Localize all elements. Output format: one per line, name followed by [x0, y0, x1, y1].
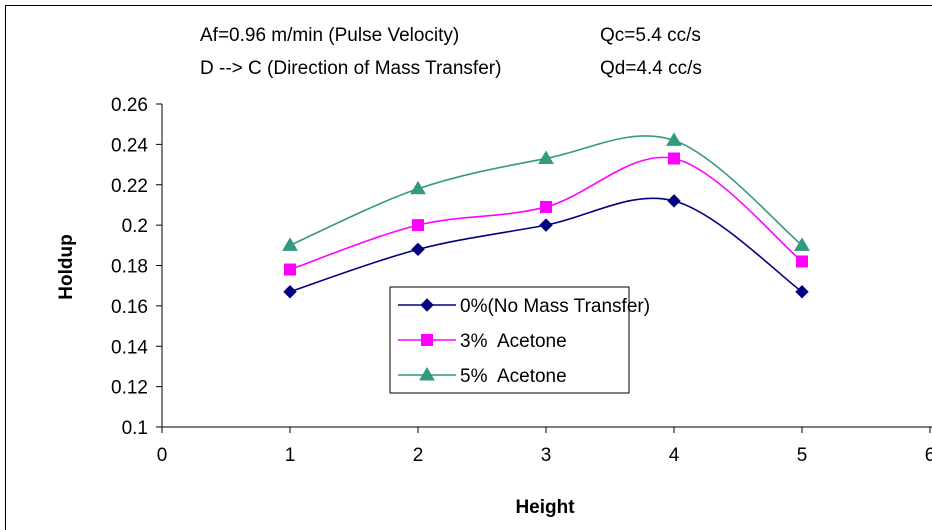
- y-tick-label: 0.26: [111, 95, 148, 116]
- x-axis-title: Height: [515, 497, 575, 518]
- legend-marker: [419, 367, 435, 381]
- data-point: [539, 218, 553, 232]
- data-point: [284, 263, 296, 276]
- legend-label: 0%(No Mass Transfer): [460, 296, 650, 317]
- y-tick-label: 0.2: [122, 216, 148, 237]
- annotation-direction: D --> C (Direction of Mass Transfer): [200, 58, 501, 79]
- x-tick-label: 5: [797, 445, 808, 466]
- data-point: [538, 150, 554, 165]
- data-point: [411, 242, 425, 257]
- data-point: [282, 237, 298, 251]
- y-tick-label: 0.1: [122, 418, 148, 439]
- data-point: [667, 194, 681, 208]
- y-tick-label: 0.22: [111, 176, 148, 197]
- series-2: [282, 132, 810, 251]
- data-point: [796, 255, 808, 268]
- data-point: [795, 285, 809, 299]
- y-tick-label: 0.24: [111, 135, 148, 156]
- y-tick-label: 0.16: [111, 297, 148, 318]
- legend-item: 3% Acetone: [398, 331, 567, 352]
- y-axis-ticks: 0.1 0.12 0.14 0.16 0.18 0.2 0.22 0.24 0.26: [111, 95, 162, 439]
- series-1: [284, 152, 808, 276]
- x-tick-label: 4: [669, 445, 680, 466]
- legend-items: 0%(No Mass Transfer) 3% Acetone 5% Acetone: [398, 296, 650, 387]
- series-0: [283, 194, 809, 299]
- x-tick-label: 2: [413, 445, 424, 466]
- series-layer: [282, 132, 810, 299]
- y-tick-label: 0.18: [111, 257, 148, 278]
- x-tick-label: 1: [285, 445, 296, 466]
- y-tick-label: 0.12: [111, 378, 148, 399]
- data-point: [412, 219, 424, 232]
- x-tick-label: 6: [925, 445, 932, 466]
- legend-item: 0%(No Mass Transfer): [398, 296, 650, 317]
- data-point: [410, 180, 426, 195]
- annotation-qc: Qc=5.4 cc/s: [600, 25, 701, 46]
- legend-label: 5% Acetone: [460, 366, 567, 387]
- y-axis-title: Holdup: [56, 234, 77, 299]
- legend-marker: [421, 334, 433, 346]
- x-axis-ticks: 0 1 2 3 4 5 6: [157, 427, 932, 466]
- data-point: [794, 237, 810, 251]
- legend: 0%(No Mass Transfer) 3% Acetone 5% Acetone: [389, 286, 650, 394]
- data-point: [540, 200, 552, 213]
- annotation-pulse-velocity: Af=0.96 m/min (Pulse Velocity): [200, 25, 459, 46]
- legend-marker: [420, 298, 434, 312]
- chart-frame: [5, 5, 932, 530]
- x-tick-label: 3: [541, 445, 552, 466]
- legend-label: 3% Acetone: [460, 331, 567, 352]
- data-point: [668, 152, 680, 165]
- data-point: [283, 285, 297, 299]
- x-tick-label: 0: [157, 445, 168, 466]
- legend-item: 5% Acetone: [398, 366, 567, 387]
- data-point: [666, 132, 682, 146]
- annotation-qd: Qd=4.4 cc/s: [600, 58, 702, 79]
- y-tick-label: 0.14: [111, 337, 148, 358]
